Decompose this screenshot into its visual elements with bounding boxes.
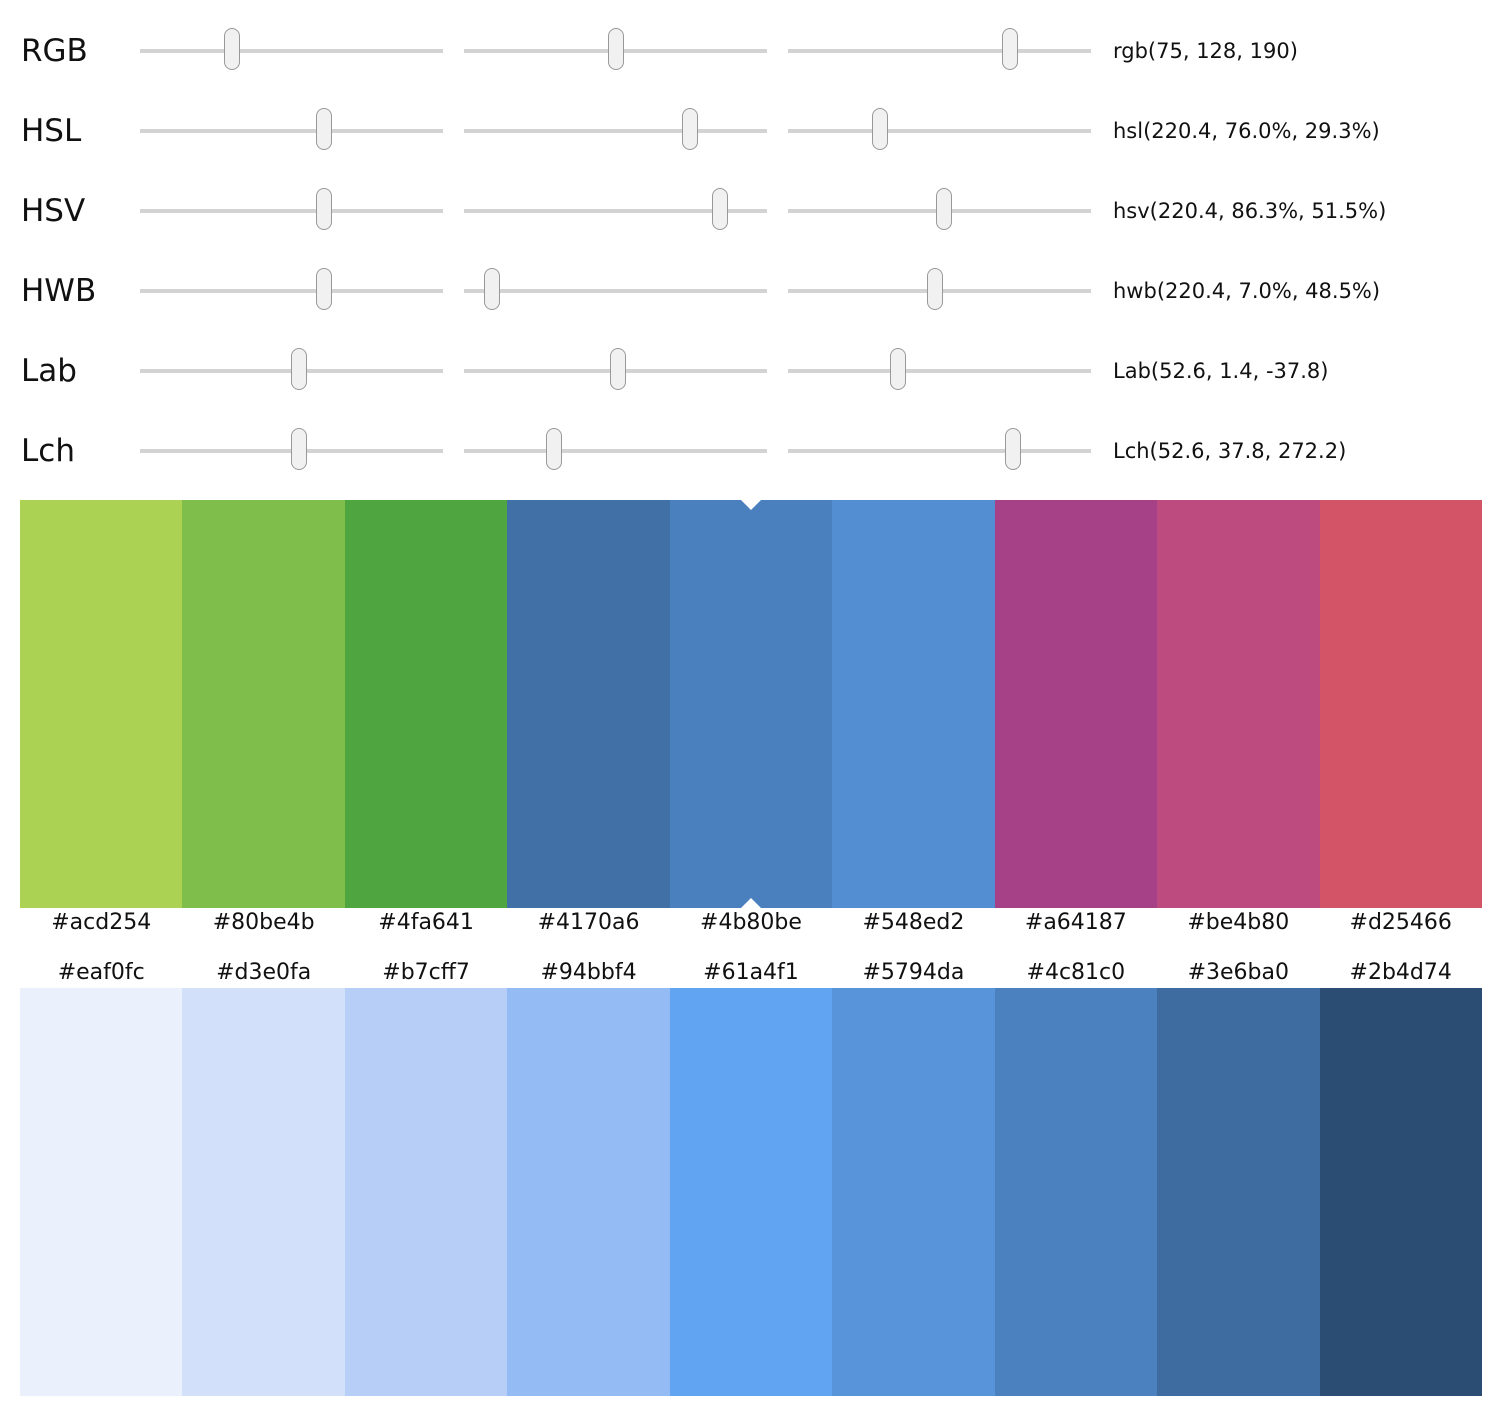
slider-thumb[interactable] [546,428,563,470]
model-row-hsv: HSV hsv(220.4, 86.3%, 51.5%) [0,160,1501,240]
hex-label: #4170a6 [537,910,640,935]
slider-track[interactable] [464,188,767,230]
model-row-hwb: HWB hwb(220.4, 7.0%, 48.5%) [0,240,1501,320]
slider-track[interactable] [464,348,767,390]
slider-thumb[interactable] [889,348,906,390]
model-readout: Lab(52.6, 1.4, -37.8) [1113,359,1329,383]
slider-track[interactable] [788,428,1091,470]
slider-track[interactable] [788,188,1091,230]
hex-label: #4c81c0 [1026,960,1126,985]
model-readout: Lch(52.6, 37.8, 272.2) [1113,439,1347,463]
slider-thumb[interactable] [290,428,307,470]
color-swatch[interactable] [344,500,508,908]
model-readout: rgb(75, 128, 190) [1113,39,1298,63]
color-swatch[interactable] [1157,988,1320,1396]
color-swatch[interactable] [182,500,345,908]
slider-track[interactable] [464,428,767,470]
model-readout: hsl(220.4, 76.0%, 29.3%) [1113,119,1380,143]
hex-label: #2b4d74 [1349,960,1452,985]
hex-label: #a64187 [1024,910,1127,935]
slider-track[interactable] [788,268,1091,310]
slider-thumb[interactable] [290,348,307,390]
selected-marker-icon [740,898,761,908]
slider-thumb[interactable] [315,268,332,310]
slider-track[interactable] [788,28,1091,70]
color-swatch[interactable] [994,988,1158,1396]
hex-label: #548ed2 [862,910,965,935]
hex-label: #b7cff7 [382,960,470,985]
slider-track[interactable] [140,428,443,470]
model-label: Lab [21,353,77,389]
color-swatch[interactable] [20,500,183,908]
slider-thumb[interactable] [224,28,241,70]
model-label: HSV [21,193,86,229]
slider-track[interactable] [464,108,767,150]
color-swatch[interactable] [507,500,670,908]
slider-thumb[interactable] [315,188,332,230]
hex-label: #d25466 [1349,910,1452,935]
model-readout: hsv(220.4, 86.3%, 51.5%) [1113,199,1387,223]
slider-thumb[interactable] [1001,28,1018,70]
slider-track[interactable] [140,268,443,310]
model-row-hsl: HSL hsl(220.4, 76.0%, 29.3%) [0,80,1501,160]
hex-label: #5794da [862,960,965,985]
slider-track[interactable] [464,268,767,310]
color-swatch[interactable] [1319,988,1482,1396]
hex-label: #80be4b [212,910,315,935]
slider-thumb[interactable] [315,108,332,150]
slider-thumb[interactable] [1005,428,1021,470]
color-swatch[interactable] [1319,500,1482,908]
harmony-hex-labels: #acd254 #80be4b #4fa641 #4170a6 #4b80be #548e… [20,909,1482,937]
hex-label: #acd254 [51,910,152,935]
slider-thumb[interactable] [484,268,501,310]
slider-thumb[interactable] [682,108,699,150]
color-swatch[interactable] [669,500,833,908]
slider-track[interactable] [140,188,443,230]
slider-thumb[interactable] [711,188,728,230]
slider-track[interactable] [788,108,1091,150]
color-swatch[interactable] [832,988,995,1396]
color-swatch[interactable] [1157,500,1320,908]
hex-label: #d3e0fa [216,960,312,985]
shade-hex-labels: #eaf0fc #d3e0fa #b7cff7 #94bbf4 #61a4f1 #5794… [20,959,1482,987]
slider-thumb[interactable] [927,268,944,310]
harmony-swatches [20,500,1482,908]
color-swatch[interactable] [344,988,508,1396]
hex-label: #be4b80 [1187,910,1290,935]
hex-label: #3e6ba0 [1187,960,1289,985]
slider-track[interactable] [140,28,443,70]
model-row-rgb: RGB rgb(75, 128, 190) [0,0,1501,80]
slider-track[interactable] [464,28,767,70]
model-readout: hwb(220.4, 7.0%, 48.5%) [1113,279,1381,303]
model-row-lab: Lab Lab(52.6, 1.4, -37.8) [0,320,1501,400]
hex-label: #61a4f1 [703,960,799,985]
model-row-lch: Lch Lch(52.6, 37.8, 272.2) [0,400,1501,480]
hex-label: #4fa641 [378,910,474,935]
hex-label: #4b80be [700,910,802,935]
model-label: HWB [21,273,97,309]
color-swatch[interactable] [669,988,833,1396]
color-swatch[interactable] [20,988,183,1396]
slider-track[interactable] [140,348,443,390]
model-label: HSL [21,113,82,149]
selected-marker-icon [740,500,761,510]
color-swatch[interactable] [832,500,995,908]
color-swatch[interactable] [182,988,345,1396]
model-label: RGB [21,33,88,69]
color-swatch[interactable] [994,500,1158,908]
slider-thumb[interactable] [609,348,626,390]
slider-track[interactable] [140,108,443,150]
color-swatch[interactable] [507,988,670,1396]
slider-thumb[interactable] [872,108,889,150]
slider-thumb[interactable] [608,28,625,70]
slider-track[interactable] [788,348,1091,390]
hex-label: #94bbf4 [540,960,637,985]
model-label: Lch [21,433,75,469]
shade-swatches [20,988,1482,1396]
slider-thumb[interactable] [935,188,952,230]
hex-label: #eaf0fc [57,960,145,985]
